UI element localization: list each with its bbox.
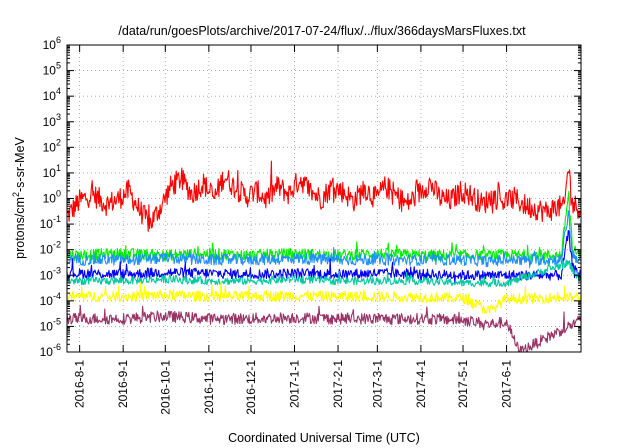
y-axis-label: protons/cm2-s-sr-MeV (11, 136, 27, 258)
y-tick-label: 102 (43, 137, 61, 154)
y-tick-label: 105 (43, 61, 61, 78)
y-tick-label: 10-5 (40, 316, 61, 333)
x-tick-label: 2017-1-1 (288, 360, 302, 408)
series-line (66, 258, 582, 276)
x-tick-label: 2017-5-1 (456, 360, 470, 408)
series-line (66, 305, 582, 352)
x-tick-label: 2016-10-1 (158, 360, 172, 415)
series-line (66, 210, 582, 269)
y-tick-labels: 10-6 10-5 10-4 10-3 10-2 10-1 100 101 102 103 104 1… (40, 35, 61, 359)
y-tick-label: 103 (43, 112, 61, 129)
y-tick-label: 10-4 (40, 291, 61, 308)
y-tick-label: 100 (43, 189, 61, 206)
x-tick-label: 2017-4-1 (414, 360, 428, 408)
series-line (66, 258, 582, 288)
y-tick-label: 10-1 (40, 214, 61, 231)
x-tick-label: 2017-2-1 (331, 360, 345, 408)
x-axis-label: Coordinated Universal Time (UTC) (228, 431, 420, 445)
x-tick-labels: 2016-8-1 2016-9-1 2016-10-1 2016-11-1 2016-1… (73, 360, 514, 415)
y-tick-label: 10-2 (40, 240, 61, 257)
x-tick-label: 2017-6-1 (500, 360, 514, 408)
y-tick-label: 101 (43, 163, 61, 180)
y-tick-label: 106 (43, 35, 61, 52)
y-tick-label: 104 (43, 86, 61, 103)
x-tick-label: 2016-11-1 (202, 360, 216, 414)
chart-title: /data/run/goesPlots/archive/2017-07-24/f… (118, 24, 526, 38)
ticks (67, 44, 581, 353)
series-line (66, 160, 582, 232)
series-layer (66, 160, 582, 352)
y-tick-label: 10-3 (40, 265, 61, 282)
x-tick-label: 2017-3-1 (370, 360, 384, 408)
y-tick-label: 10-6 (40, 342, 61, 359)
grid (67, 45, 581, 352)
x-tick-label: 2016-9-1 (116, 360, 130, 408)
x-tick-label: 2016-12-1 (244, 360, 258, 415)
x-tick-label: 2016-8-1 (73, 360, 87, 408)
series-line (66, 280, 582, 314)
